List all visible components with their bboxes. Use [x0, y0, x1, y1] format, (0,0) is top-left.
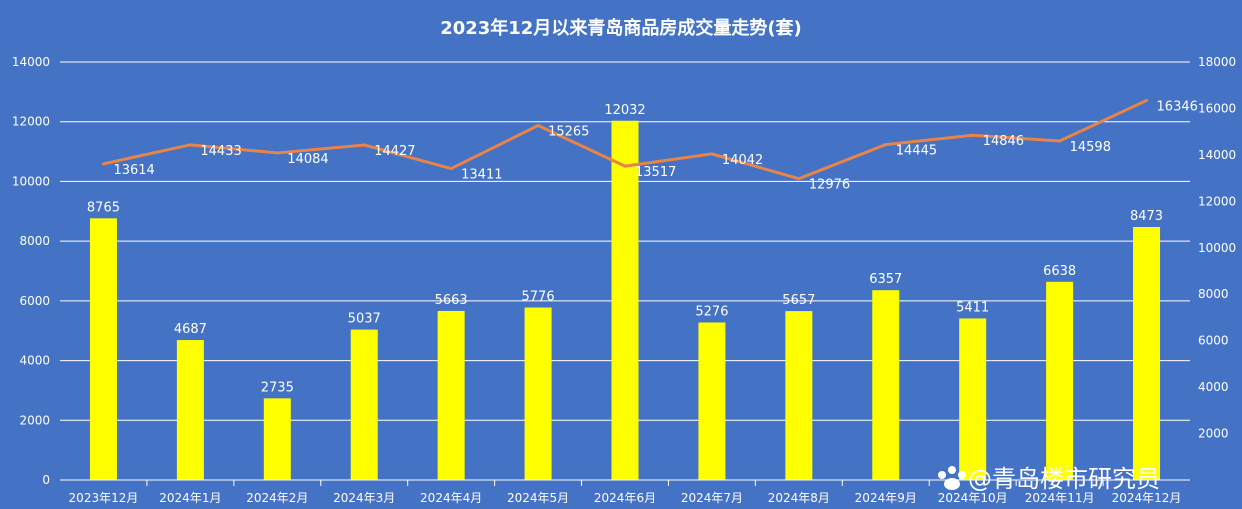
- bar: [176, 340, 204, 480]
- left-axis: 0 2000 4000 6000 8000 10000 12000 14000: [12, 55, 50, 487]
- bar: [1133, 227, 1161, 480]
- line-point: [101, 162, 105, 166]
- bar-series: 8765 4687 2735 5037 5663 5776 12032 5276 5657 635…: [87, 103, 1163, 481]
- line-value-label: 14598: [1070, 140, 1111, 155]
- right-tick-label: 4000: [1198, 380, 1229, 394]
- right-axis: 2000 4000 6000 8000 10000 12000 14000 16000 1800…: [1198, 55, 1236, 441]
- line-point: [449, 167, 453, 171]
- line-point: [1145, 98, 1149, 102]
- x-axis: 2023年12月 2024年1月 2024年2月 2024年3月 2024年4月 2024…: [60, 479, 1190, 505]
- bar-value-label: 6638: [1043, 264, 1076, 279]
- bar-value-label: 5411: [956, 300, 989, 315]
- bar: [437, 310, 465, 480]
- bar: [959, 318, 987, 480]
- watermark-text: @青岛楼市研究员: [968, 465, 1160, 493]
- bar: [524, 307, 552, 480]
- line-point: [971, 133, 975, 137]
- line-point: [797, 177, 801, 181]
- bar: [785, 311, 813, 480]
- left-tick-label: 6000: [19, 294, 50, 308]
- line-point: [884, 143, 888, 147]
- right-tick-label: 10000: [1198, 241, 1236, 255]
- line-value-label: 14433: [200, 144, 241, 159]
- left-tick-label: 4000: [19, 354, 50, 368]
- bar-value-label: 4687: [174, 322, 207, 337]
- category-label: 2024年11月: [1025, 491, 1095, 505]
- line-point: [536, 124, 540, 128]
- category-label: 2024年8月: [768, 491, 830, 505]
- bar: [1046, 281, 1074, 480]
- bar: [89, 218, 117, 481]
- right-tick-label: 16000: [1198, 101, 1236, 115]
- bar-value-label: 5037: [348, 312, 381, 327]
- category-label: 2024年1月: [159, 491, 221, 505]
- right-tick-label: 14000: [1198, 148, 1236, 162]
- category-label: 2024年10月: [938, 491, 1008, 505]
- bar-value-label: 12032: [604, 103, 645, 118]
- line-value-label: 13517: [635, 165, 676, 180]
- line-value-label: 14427: [374, 144, 415, 159]
- line-value-label: 13411: [461, 168, 502, 183]
- line-point: [188, 143, 192, 147]
- right-tick-label: 12000: [1198, 194, 1236, 208]
- line-series: 13614 14433 14084 14427 13411 15265 13517 14042…: [101, 98, 1198, 193]
- category-label: 2024年3月: [333, 491, 395, 505]
- left-tick-label: 14000: [12, 55, 50, 69]
- line-value-label: 13614: [113, 163, 154, 178]
- watermark: @青岛楼市研究员: [938, 465, 1160, 493]
- bar-value-label: 5276: [695, 304, 728, 319]
- line-point: [1058, 139, 1062, 143]
- category-label: 2024年5月: [507, 491, 569, 505]
- bar-value-label: 8473: [1130, 209, 1163, 224]
- right-tick-label: 8000: [1198, 287, 1229, 301]
- bar-value-label: 5776: [522, 290, 555, 305]
- line-value-label: 14042: [722, 153, 763, 168]
- bar-value-label: 5657: [782, 293, 815, 308]
- line-value-label: 14445: [896, 144, 937, 159]
- line-point: [623, 164, 627, 168]
- line-point: [275, 151, 279, 155]
- bar: [350, 329, 378, 480]
- left-tick-label: 8000: [19, 234, 50, 248]
- bar: [263, 398, 291, 480]
- category-label: 2024年6月: [594, 491, 656, 505]
- bar-value-label: 2735: [261, 380, 294, 395]
- category-label: 2024年12月: [1112, 491, 1182, 505]
- category-label: 2024年2月: [246, 491, 308, 505]
- line-value-label: 14846: [983, 134, 1024, 149]
- left-tick-label: 0: [42, 473, 50, 487]
- left-tick-label: 2000: [19, 413, 50, 427]
- line-value-label: 14084: [287, 152, 328, 167]
- line-value-label: 15265: [548, 125, 589, 140]
- right-tick-label: 2000: [1198, 427, 1229, 441]
- line-value-label: 12976: [809, 178, 850, 193]
- left-tick-label: 12000: [12, 115, 50, 129]
- category-label: 2024年9月: [855, 491, 917, 505]
- line-point: [710, 152, 714, 156]
- bar-value-label: 6357: [869, 272, 902, 287]
- left-tick-label: 10000: [12, 174, 50, 188]
- category-label: 2024年4月: [420, 491, 482, 505]
- right-tick-label: 18000: [1198, 55, 1236, 69]
- bar: [872, 290, 900, 480]
- line-value-label: 16346: [1157, 99, 1198, 114]
- chart-title: 2023年12月以来青岛商品房成交量走势(套): [440, 17, 802, 39]
- line-point: [362, 143, 366, 147]
- bar: [698, 322, 726, 480]
- category-label: 2023年12月: [69, 491, 139, 505]
- right-tick-label: 6000: [1198, 334, 1229, 348]
- category-label: 2024年7月: [681, 491, 743, 505]
- bar-value-label: 8765: [87, 200, 120, 215]
- bar: [611, 120, 639, 481]
- bar-value-label: 5663: [435, 293, 468, 308]
